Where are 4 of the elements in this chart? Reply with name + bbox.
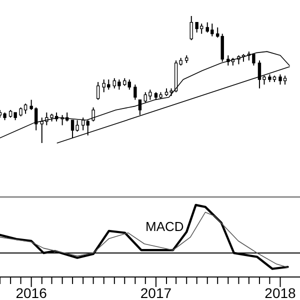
x-tick-label: 2018 <box>264 285 296 300</box>
series-label: MACD <box>146 219 184 234</box>
x-tick-label: 2017 <box>140 285 172 300</box>
x-tick-label: 2016 <box>16 285 48 300</box>
